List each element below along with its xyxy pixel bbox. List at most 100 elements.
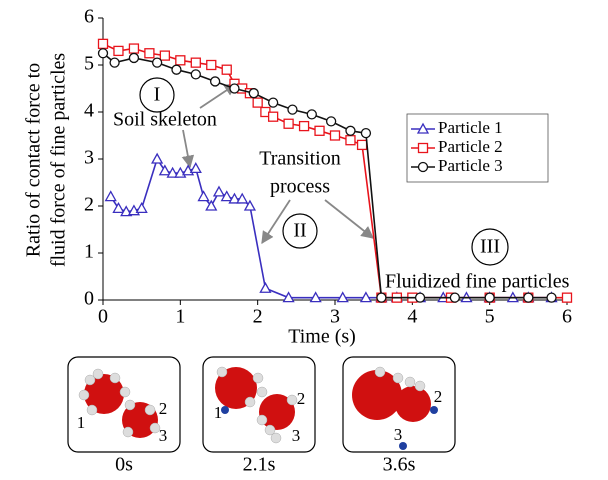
annotation: process [270,176,330,198]
point [190,57,201,68]
snapshot-label: 2 [159,399,168,418]
legend-marker [417,161,429,173]
snapshot-label: 3 [292,426,301,445]
point [267,97,279,108]
point [329,130,341,141]
x-tick-label: 5 [485,306,495,328]
point [345,135,356,146]
point [376,292,387,303]
snapshot-caption: 2.1s [243,454,276,476]
annotation: II [293,220,306,242]
legend-label: Particle 2 [438,137,503,156]
point [151,152,164,164]
x-tick-label: 6 [562,306,572,328]
x-tick-label: 1 [175,306,185,328]
y-axis-label: fluid force of fine particles [48,53,70,268]
point [159,50,171,61]
point [314,125,325,136]
point [104,190,117,202]
point [120,205,133,217]
x-tick-label: 2 [253,306,263,328]
point [252,97,263,108]
snapshot-caption: 3.6s [383,454,416,476]
legend-label: Particle 1 [438,118,503,137]
annotation: III [480,236,500,258]
point [109,57,120,68]
point [205,199,218,211]
y-tick-label: 1 [84,241,94,263]
legend-marker [416,122,430,134]
series [97,48,557,303]
point [248,88,259,99]
point [484,292,495,303]
snapshot-label: 3 [394,425,403,444]
annotation-shapes [139,77,509,266]
point [325,116,337,127]
point [229,83,240,94]
point [209,76,221,87]
point [449,292,461,303]
point [306,109,317,120]
snapshots [67,356,456,453]
point [345,125,356,136]
y-tick-label: 3 [84,147,94,169]
y-tick-label: 5 [84,53,94,75]
snapshot-label: 2 [434,387,443,406]
point [171,64,182,75]
point [282,291,295,303]
point [112,202,125,213]
snapshot-label: 1 [77,413,86,432]
y-tick-label: 2 [84,194,94,216]
point [236,192,249,204]
point [523,292,534,303]
legend-label: Particle 3 [438,156,503,175]
point [228,192,241,204]
snapshot-caption: 0s [115,454,133,476]
point [221,64,232,75]
point [359,291,373,303]
point [212,185,226,197]
annotation: Transition [259,148,341,170]
point [283,118,294,129]
y-axis-label: Ratio of contact force to [23,63,45,257]
annotation: Fluidized fine particles [385,271,570,293]
point [128,52,140,64]
snapshot-label: 1 [214,403,223,422]
x-tick-label: 0 [98,306,108,328]
snapshot-label: 2 [297,389,306,408]
snapshot-label: 3 [159,426,168,445]
point [190,69,201,80]
point [175,55,186,66]
point [336,291,349,303]
point [259,281,272,293]
point [267,111,279,122]
x-tick-label: 3 [330,306,340,328]
point [220,190,233,202]
point [135,202,148,213]
point [144,48,155,59]
point [414,292,426,303]
point [206,59,217,71]
point [243,199,257,211]
point [356,139,368,151]
point [158,164,171,176]
point [360,127,372,139]
y-tick-label: 6 [84,6,94,28]
y-tick-label: 4 [84,100,94,122]
point [197,190,210,202]
x-tick-label: 4 [407,306,417,328]
legend-marker [417,142,429,154]
point [151,57,163,68]
x-axis-label: Time (s) [288,326,356,348]
point [546,292,557,303]
point [113,45,124,57]
y-tick-label: 0 [84,288,94,310]
point [287,104,298,115]
point [128,43,140,54]
point [298,120,310,132]
point [97,48,109,59]
point [309,291,322,303]
point [97,38,109,49]
